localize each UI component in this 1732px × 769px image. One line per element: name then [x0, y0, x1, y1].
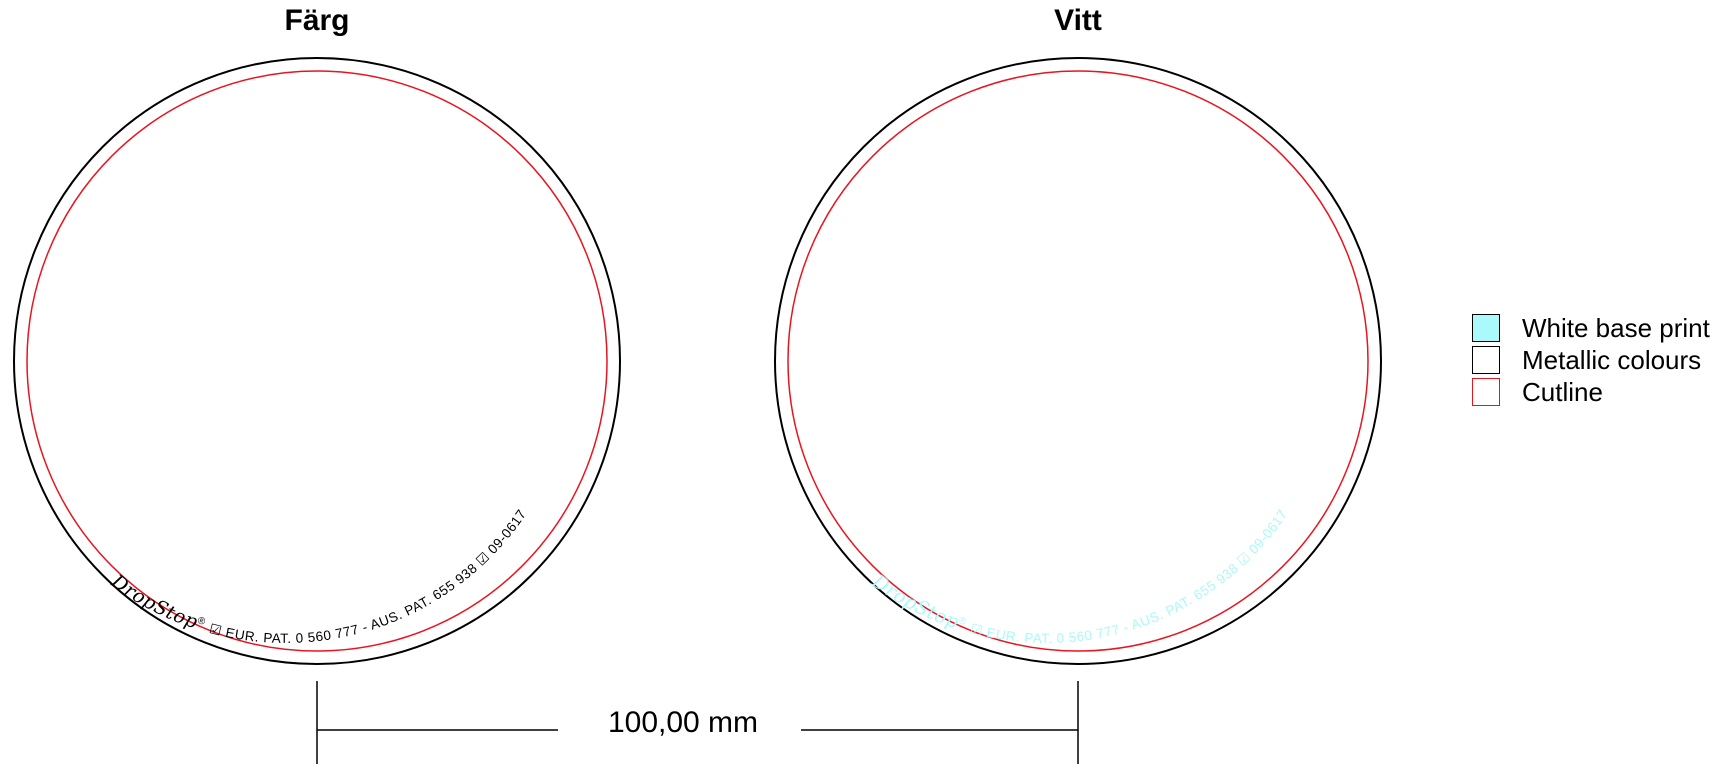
panel-title-farg: Färg — [284, 4, 350, 37]
legend-swatch-white-base — [1472, 314, 1500, 342]
legend-item-white-base: White base print — [1472, 312, 1710, 344]
disc-farg: DropStop®☑ EUR. PAT. 0 560 777 - AUS. PA… — [13, 57, 621, 665]
legend: White base print Metallic colours Cutlin… — [1472, 312, 1710, 408]
disc-cutline — [26, 70, 608, 652]
patent-text: ☑ EUR. PAT. 0 560 777 - AUS. PAT. 655 93… — [208, 507, 529, 646]
dimension-label: 100,00 mm — [607, 706, 759, 739]
legend-swatch-metallic — [1472, 346, 1500, 374]
legend-label: Metallic colours — [1522, 344, 1702, 375]
registered-mark: ® — [196, 615, 207, 628]
dimension-line — [316, 681, 1079, 764]
legend-label: White base print — [1522, 312, 1710, 343]
disc-vitt: DropStop®☑ EUR. PAT. 0 560 777 - AUS. PA… — [774, 57, 1382, 665]
panel-title-vitt: Vitt — [1054, 4, 1102, 37]
disc-outline — [774, 57, 1382, 665]
brand-logo-text: DropStop — [106, 570, 200, 634]
disc-cutline — [787, 70, 1369, 652]
legend-label: Cutline — [1522, 376, 1603, 407]
brand-logo-text: DropStop — [867, 570, 961, 634]
legend-swatch-cutline — [1472, 378, 1500, 406]
patent-text: ☑ EUR. PAT. 0 560 777 - AUS. PAT. 655 93… — [969, 507, 1290, 646]
registered-mark: ® — [957, 615, 968, 628]
legend-item-metallic: Metallic colours — [1472, 344, 1710, 376]
legend-item-cutline: Cutline — [1472, 376, 1710, 408]
disc-outline — [13, 57, 621, 665]
